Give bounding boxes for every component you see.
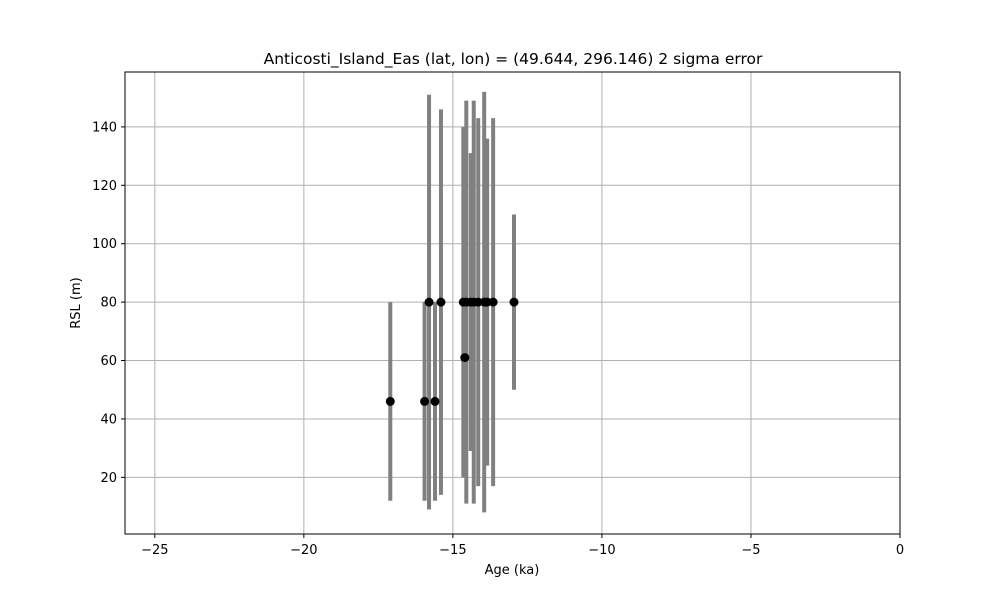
plot-frame <box>124 71 901 535</box>
x-tick-label: −20 <box>290 543 317 558</box>
y-axis: 20 40 60 80 100 120 140 <box>92 120 125 486</box>
data-point <box>424 297 434 307</box>
data-points <box>385 297 519 406</box>
x-tick-label: 0 <box>896 543 904 558</box>
data-point <box>460 353 470 363</box>
x-axis-label: Age (ka) <box>485 563 540 578</box>
data-point <box>488 297 498 307</box>
y-tick-label: 20 <box>100 471 117 486</box>
y-tick-label: 60 <box>100 354 117 369</box>
x-tick-label: −5 <box>741 543 760 558</box>
x-tick-label: −10 <box>588 543 615 558</box>
y-axis-label: RSL (m) <box>69 277 84 328</box>
x-tick-label: −25 <box>141 543 168 558</box>
data-point <box>436 297 446 307</box>
x-axis: −25 −20 −15 −10 −5 0 <box>141 534 904 558</box>
y-tick-label: 80 <box>100 296 117 311</box>
chart-title: Anticosti_Island_Eas (lat, lon) = (49.64… <box>264 50 763 69</box>
y-tick-label: 140 <box>92 120 117 135</box>
y-tick-label: 100 <box>92 237 117 252</box>
data-point <box>385 396 395 406</box>
data-point <box>509 297 519 307</box>
data-point <box>430 396 440 406</box>
x-tick-label: −15 <box>439 543 466 558</box>
y-tick-label: 120 <box>92 179 117 194</box>
y-tick-label: 40 <box>100 412 117 427</box>
data-point <box>420 396 430 406</box>
